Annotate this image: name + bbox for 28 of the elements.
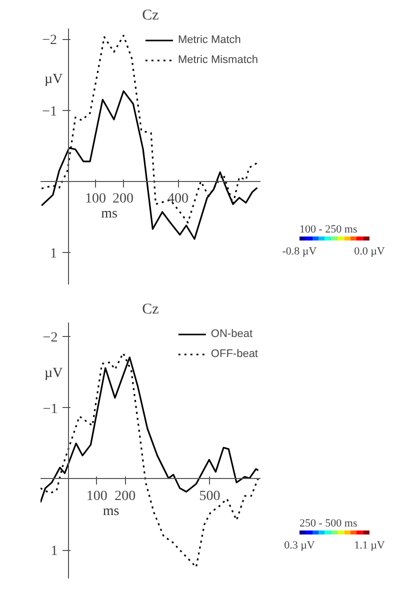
x-axis-title: ms [101, 206, 118, 222]
y-tick-label: −2 [42, 330, 58, 346]
legend-label: OFF-beat [210, 348, 258, 360]
y-tick-label: −2 [42, 33, 58, 48]
legend-label: Metric Match [178, 34, 241, 46]
legend-label: ON-beat [210, 328, 252, 340]
x-tick-label: 400 [168, 191, 188, 206]
x-tick-label: 200 [112, 191, 134, 206]
x-tick-label: 100 [86, 488, 108, 504]
chart-title: Cz [142, 8, 160, 24]
color-bar-title: 100 - 250 ms [300, 224, 358, 236]
y-tick-label: 1 [50, 246, 57, 262]
color-bar-label: 1.1 µV [354, 540, 385, 552]
y-axis-title: µV [44, 72, 63, 88]
chart-title: Cz [142, 302, 160, 318]
y-tick-label: 1 [50, 544, 58, 560]
y-tick-label: −1 [42, 402, 58, 417]
color-bar-label: 0.0 µV [354, 246, 385, 258]
color-bar-title: 250 - 500 ms [300, 518, 358, 530]
color-bar-label: 0.3 µV [284, 540, 315, 552]
x-axis-title: ms [102, 504, 120, 519]
color-bar-label: -0.8 µV [282, 246, 317, 258]
x-tick-label: 100 [85, 191, 106, 206]
x-tick-label: 500 [199, 488, 220, 504]
y-axis-title: µV [44, 366, 63, 382]
y-tick-label: −1 [42, 104, 58, 120]
x-tick-label: 200 [114, 488, 136, 504]
legend-label: Metric Mismatch [178, 54, 258, 66]
